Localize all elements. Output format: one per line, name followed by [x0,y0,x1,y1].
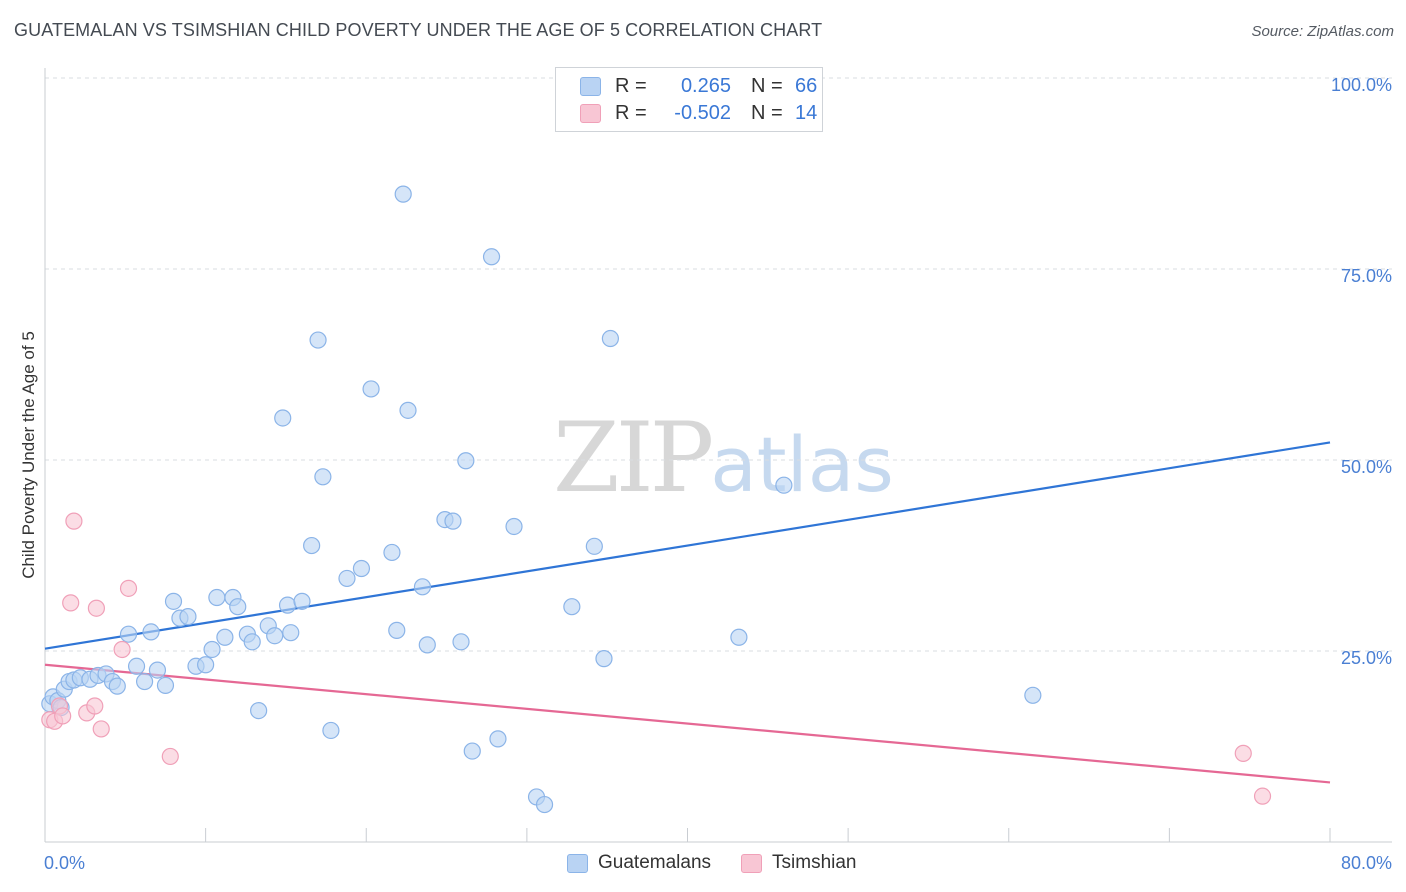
guatemalan-point [266,627,284,645]
guatemalan-point [394,185,412,203]
guatemalan-point [108,677,126,695]
guatemalan-point [119,625,138,643]
guatemalan-point [156,676,175,694]
legend-swatch-blue [580,76,601,96]
guatemalan-point [338,569,356,588]
tick-labels: 25.0% 50.0% 75.0% 100.0% 0.0% 80.0% [44,75,1392,873]
tsimshian-point [86,697,104,715]
series-legend: Guatemalans Tsimshian [567,852,887,874]
tsimshian-point [87,599,106,617]
trend-lines [44,441,1331,784]
guatemalan-point [444,512,462,530]
guatemalan-point [250,701,268,720]
tsimshian-point [119,579,138,597]
data-points [41,185,1272,814]
source-label: Source: ZipAtlas.com [1251,23,1394,40]
guatemalan-point [216,628,234,646]
guatemalan-point [730,628,748,646]
stats-legend: R = 0.265 N = 66 R = -0.502 N = 14 [555,67,823,132]
tsimshian-trend-line [44,663,1331,784]
guatemalan-point [1024,686,1042,704]
guatemalan-point [352,559,371,578]
guatemalan-point [418,636,436,654]
y-tick-label: 25.0% [1341,648,1392,668]
y-tick-label: 100.0% [1331,75,1392,95]
legend-row-guatemalans: R = 0.265 N = 66 [580,74,817,98]
guatemalan-point [413,578,432,596]
tsimshian-point [92,720,110,738]
guatemalan-point [135,672,154,691]
tsimshian-point [1253,787,1272,805]
legend-n-value: 66 [795,74,818,97]
guatemalan-point [322,721,340,740]
guatemalan-point [457,452,475,470]
legend-label-tsimshian: Tsimshian [772,852,857,873]
chart-title: GUATEMALAN VS TSIMSHIAN CHILD POVERTY UN… [14,20,823,40]
guatemalan-point [274,409,292,427]
x-tick-label: 80.0% [1341,853,1392,873]
y-tick-label: 75.0% [1341,266,1392,286]
guatemalan-point [309,331,327,349]
guatemalan-point [142,623,160,641]
guatemalan-point [452,633,470,651]
legend-label-guatemalans: Guatemalans [598,852,712,873]
legend-row-tsimshian: R = -0.502 N = 14 [580,101,817,125]
guatemalan-point [282,624,300,642]
guatemalan-point [229,598,247,616]
guatemalan-point [243,633,261,651]
watermark: ZIPatlas [553,402,894,514]
tsimshian-point [113,640,131,659]
guatemalan-point [535,795,554,814]
guatemalan-point [203,640,221,659]
x-tick-label: 0.0% [44,853,85,873]
guatemalan-point [127,657,146,675]
guatemalan-point [164,592,183,610]
tsimshian-point [1234,744,1252,762]
legend-r-value: 0.265 [680,74,731,97]
guatemalan-point [482,248,501,266]
guatemalan-trend-line [44,441,1331,650]
guatemalan-point [601,329,620,348]
guatemalan-point [208,588,226,607]
legend-item-tsimshian[interactable]: Tsimshian [741,852,857,874]
grid-lines [45,77,1392,652]
guatemalan-point [463,742,481,760]
legend-n-label: N = [751,74,783,97]
guatemalan-point [563,598,581,616]
tsimshian-point [62,594,80,612]
legend-r-label: R = [615,101,647,124]
guatemalan-point [293,592,311,610]
guatemalan-point [595,650,613,668]
guatemalan-point [505,517,523,536]
legend-swatch-blue [567,853,588,873]
watermark-zip: ZIP [553,402,714,514]
legend-r-label: R = [615,74,647,97]
guatemalan-point [148,661,167,679]
guatemalan-point [362,380,380,398]
guatemalan-point [278,596,297,614]
y-tick-label: 50.0% [1341,457,1392,477]
guatemalan-point [197,656,215,674]
legend-n-value: 14 [795,101,818,124]
tsimshian-point [161,747,179,766]
y-axis-label: Child Poverty Under the Age of 5 [19,331,38,579]
guatemalan-point [303,536,321,555]
guatemalan-point [314,468,332,486]
guatemalan-point [775,476,793,494]
legend-swatch-pink [580,103,601,123]
guatemalan-point [179,608,197,626]
watermark-atlas: atlas [710,420,894,509]
legend-n-label: N = [751,101,783,124]
legend-item-guatemalans[interactable]: Guatemalans [567,852,711,874]
guatemalan-point [388,621,406,639]
tsimshian-point [65,512,83,530]
guatemalan-point [585,537,603,555]
legend-r-value: -0.502 [674,101,731,124]
guatemalan-point [383,543,401,562]
guatemalan-point [399,401,417,419]
tsimshian-point [54,707,72,725]
guatemalan-point [489,730,507,748]
legend-swatch-pink [741,853,763,873]
